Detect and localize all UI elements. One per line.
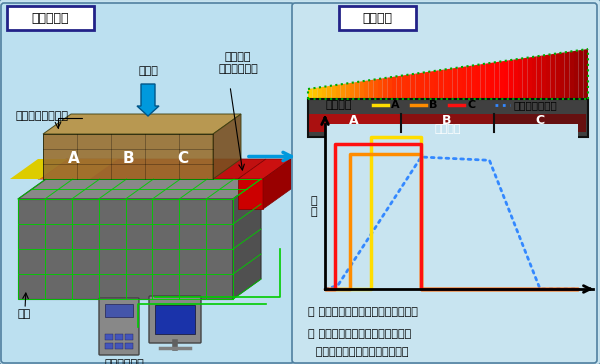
- Polygon shape: [565, 52, 569, 99]
- Text: 金型: 金型: [18, 309, 31, 319]
- Bar: [105, 343, 113, 349]
- Polygon shape: [574, 50, 578, 99]
- Polygon shape: [467, 66, 472, 99]
- Text: ヒーター
（個別制御）: ヒーター （個別制御）: [218, 52, 258, 74]
- FancyBboxPatch shape: [292, 3, 597, 363]
- Bar: [325, 124, 578, 289]
- Polygon shape: [494, 62, 499, 99]
- Polygon shape: [546, 54, 551, 99]
- Polygon shape: [448, 68, 452, 99]
- Text: B: B: [429, 100, 437, 110]
- Polygon shape: [481, 64, 485, 99]
- Polygon shape: [514, 59, 518, 99]
- FancyBboxPatch shape: [7, 6, 94, 30]
- FancyBboxPatch shape: [339, 6, 416, 30]
- Text: B: B: [442, 115, 452, 127]
- Polygon shape: [415, 73, 420, 99]
- Bar: [309, 114, 400, 132]
- Polygon shape: [551, 54, 556, 99]
- Polygon shape: [238, 159, 291, 179]
- Polygon shape: [541, 55, 546, 99]
- Polygon shape: [518, 58, 523, 99]
- Polygon shape: [346, 83, 350, 99]
- Polygon shape: [569, 51, 574, 99]
- Polygon shape: [213, 114, 241, 179]
- Polygon shape: [326, 86, 331, 99]
- Polygon shape: [560, 52, 565, 99]
- Polygon shape: [434, 70, 439, 99]
- Bar: [495, 114, 586, 132]
- Polygon shape: [373, 79, 378, 99]
- Polygon shape: [383, 78, 388, 99]
- Bar: [125, 343, 133, 349]
- Bar: [402, 114, 493, 132]
- Polygon shape: [476, 64, 481, 99]
- Bar: [125, 334, 133, 340]
- Text: ヒーター: ヒーター: [435, 124, 461, 134]
- Text: 温
度: 温 度: [310, 196, 317, 217]
- Polygon shape: [18, 199, 233, 299]
- Bar: [308, 99, 588, 137]
- Polygon shape: [40, 159, 118, 179]
- Text: 装置模式図: 装置模式図: [31, 12, 69, 24]
- Polygon shape: [18, 179, 261, 199]
- FancyBboxPatch shape: [1, 3, 294, 363]
- Polygon shape: [322, 86, 326, 99]
- Polygon shape: [359, 81, 364, 99]
- Polygon shape: [350, 82, 355, 99]
- Polygon shape: [392, 76, 397, 99]
- Bar: [115, 334, 123, 340]
- Polygon shape: [355, 82, 359, 99]
- Polygon shape: [578, 50, 583, 99]
- Polygon shape: [317, 87, 322, 99]
- Polygon shape: [462, 66, 467, 99]
- Polygon shape: [331, 85, 336, 99]
- Polygon shape: [368, 80, 373, 99]
- Bar: [308, 99, 588, 137]
- Text: A: A: [349, 115, 359, 127]
- Polygon shape: [420, 72, 425, 99]
- Polygon shape: [378, 78, 383, 99]
- Polygon shape: [263, 159, 291, 209]
- Text: B: B: [122, 151, 134, 166]
- Text: 真空圧: 真空圧: [138, 66, 158, 76]
- Polygon shape: [336, 84, 341, 99]
- Polygon shape: [485, 63, 490, 99]
- Polygon shape: [43, 114, 241, 134]
- Polygon shape: [397, 76, 401, 99]
- Text: C: C: [467, 100, 475, 110]
- Text: C: C: [535, 115, 545, 127]
- Polygon shape: [388, 77, 392, 99]
- Polygon shape: [499, 61, 504, 99]
- Text: 応じた最適加熱条件を設定可能: 応じた最適加熱条件を設定可能: [308, 347, 409, 357]
- Polygon shape: [532, 56, 536, 99]
- Polygon shape: [406, 74, 410, 99]
- Bar: [115, 343, 123, 349]
- Text: ヒーター: ヒーター: [325, 100, 352, 110]
- FancyBboxPatch shape: [149, 296, 201, 343]
- Bar: [155, 305, 195, 334]
- Polygon shape: [527, 57, 532, 99]
- Text: A: A: [68, 151, 79, 166]
- Text: 加熱方法: 加熱方法: [362, 12, 392, 24]
- Polygon shape: [308, 88, 313, 99]
- Text: ・ 位置ごとに個別の温度制御が可能: ・ 位置ごとに個別の温度制御が可能: [308, 307, 418, 317]
- Polygon shape: [536, 56, 541, 99]
- Polygon shape: [523, 58, 527, 99]
- Polygon shape: [439, 70, 443, 99]
- Text: 制御ユニット: 制御ユニット: [104, 359, 144, 364]
- Polygon shape: [430, 71, 434, 99]
- Polygon shape: [43, 134, 213, 179]
- FancyArrow shape: [137, 84, 159, 116]
- FancyBboxPatch shape: [99, 298, 139, 355]
- Polygon shape: [490, 62, 494, 99]
- Polygon shape: [443, 69, 448, 99]
- Polygon shape: [38, 159, 266, 179]
- Bar: [105, 304, 133, 317]
- Polygon shape: [233, 179, 261, 299]
- Bar: [105, 334, 113, 340]
- Text: C: C: [177, 151, 188, 166]
- Polygon shape: [504, 60, 509, 99]
- Polygon shape: [401, 75, 406, 99]
